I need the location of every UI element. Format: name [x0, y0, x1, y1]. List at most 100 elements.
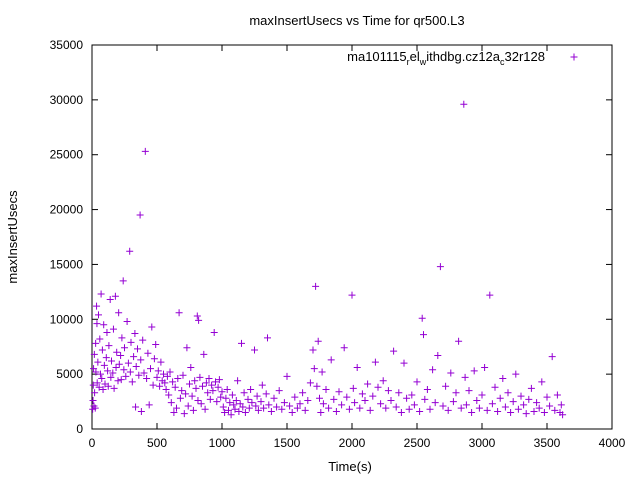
data-point — [228, 391, 236, 399]
data-point — [494, 407, 502, 415]
data-point — [214, 383, 222, 391]
data-point — [162, 386, 170, 394]
data-point — [93, 379, 101, 387]
data-point — [374, 383, 382, 391]
data-point — [174, 375, 182, 383]
data-point — [166, 368, 174, 376]
data-point — [110, 384, 118, 392]
x-axis-label: Time(s) — [328, 459, 372, 474]
x-tick-label: 2000 — [339, 436, 366, 450]
data-point — [527, 384, 535, 392]
data-point — [143, 375, 151, 383]
data-point — [486, 291, 494, 299]
data-point — [431, 399, 439, 407]
data-point — [293, 404, 301, 412]
data-point — [134, 345, 141, 353]
data-point — [330, 395, 338, 403]
data-point — [218, 388, 226, 396]
data-point — [270, 394, 278, 402]
data-point — [103, 328, 111, 336]
data-point — [517, 392, 525, 400]
data-point — [455, 337, 463, 345]
data-point — [473, 396, 481, 404]
data-point — [137, 407, 145, 415]
data-point — [92, 368, 100, 376]
data-point — [470, 367, 478, 375]
data-point — [313, 382, 321, 390]
data-point — [186, 380, 193, 388]
data-point — [144, 349, 152, 357]
data-point — [392, 403, 400, 411]
data-point — [91, 404, 99, 412]
data-point — [413, 378, 421, 386]
data-point — [439, 402, 447, 410]
data-point — [176, 394, 184, 402]
data-point — [180, 410, 188, 418]
data-point — [304, 396, 312, 404]
data-point — [265, 401, 273, 409]
data-point — [275, 387, 283, 395]
data-point — [254, 406, 262, 414]
data-point — [205, 375, 213, 383]
x-tick-label: 1000 — [209, 436, 236, 450]
data-point — [245, 404, 253, 412]
data-point — [382, 404, 390, 412]
data-point — [457, 404, 465, 412]
data-point — [535, 404, 543, 412]
data-point — [126, 368, 134, 376]
data-point — [288, 409, 296, 417]
data-point — [483, 406, 491, 414]
data-point — [248, 399, 256, 407]
data-point — [543, 393, 551, 401]
data-point — [522, 410, 530, 418]
data-point — [465, 387, 473, 395]
data-point — [405, 405, 413, 413]
y-axis-label: maxInsertUsecs — [5, 190, 20, 284]
data-point — [491, 383, 499, 391]
data-point — [167, 399, 175, 407]
data-point — [377, 400, 385, 408]
data-point — [426, 405, 434, 413]
data-point — [131, 330, 139, 338]
data-point — [147, 365, 154, 373]
data-point — [199, 382, 206, 390]
data-point — [418, 314, 426, 322]
data-point — [349, 384, 357, 392]
data-point — [208, 381, 216, 389]
data-point — [192, 384, 200, 392]
data-point — [221, 409, 229, 417]
data-point — [488, 400, 496, 408]
data-point — [95, 383, 103, 391]
data-point — [115, 360, 123, 368]
data-point — [153, 373, 161, 381]
data-point — [107, 373, 115, 381]
data-point — [127, 338, 135, 346]
data-point — [225, 406, 232, 414]
data-point — [119, 277, 127, 285]
data-point — [149, 381, 157, 389]
data-point — [108, 357, 115, 365]
data-point — [296, 400, 304, 408]
data-point — [327, 356, 335, 364]
data-point — [390, 347, 398, 355]
data-point — [235, 407, 243, 415]
data-point — [253, 392, 261, 400]
data-point — [115, 309, 123, 317]
data-point — [325, 404, 333, 412]
data-point — [461, 373, 469, 381]
data-point — [512, 370, 520, 378]
data-point — [169, 378, 177, 386]
data-point — [226, 399, 234, 407]
data-point — [460, 100, 468, 108]
data-point — [232, 396, 240, 404]
data-point — [251, 346, 258, 354]
data-point — [395, 389, 403, 397]
y-tick-label: 5000 — [56, 367, 83, 381]
data-point — [157, 358, 165, 366]
data-point — [163, 372, 171, 380]
data-point — [188, 392, 196, 400]
x-tick-label: 2500 — [404, 436, 431, 450]
data-point — [258, 381, 266, 389]
data-point — [148, 323, 156, 331]
data-point — [247, 386, 255, 394]
